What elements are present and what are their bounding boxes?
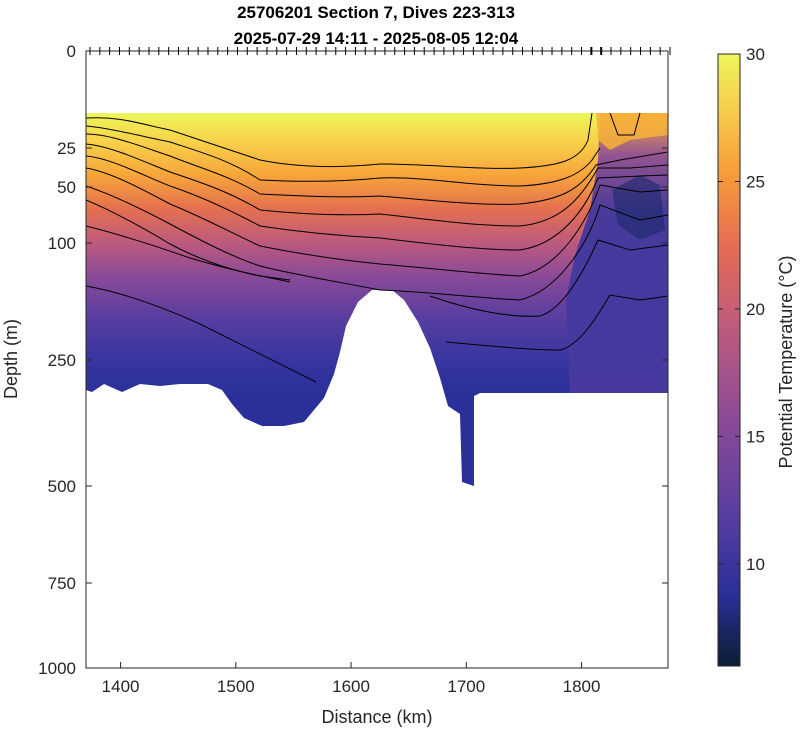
y-tick-label: 100 bbox=[48, 234, 76, 253]
y-tick-label: 1000 bbox=[38, 659, 76, 678]
y-tick-label: 250 bbox=[48, 351, 76, 370]
x-tick-label: 1500 bbox=[217, 677, 255, 696]
y-tick-label: 750 bbox=[48, 574, 76, 593]
y-tick-label: 0 bbox=[67, 42, 76, 61]
x-tick-label: 1600 bbox=[332, 677, 370, 696]
x-tick-label: 1800 bbox=[563, 677, 601, 696]
colorbar-tick-label: 20 bbox=[746, 300, 765, 319]
dive-tick-marks bbox=[89, 47, 671, 55]
x-tick-label: 1700 bbox=[447, 677, 485, 696]
y-tick-label: 25 bbox=[57, 139, 76, 158]
chart-subtitle: 2025-07-29 14:11 - 2025-08-05 12:04 bbox=[234, 29, 519, 48]
x-axis-label: Distance (km) bbox=[321, 707, 432, 727]
section-plot bbox=[86, 112, 668, 486]
colorbar-label: Potential Temperature (°C) bbox=[776, 256, 796, 469]
colorbar bbox=[717, 53, 741, 667]
x-axis: 1400 1500 1600 1700 1800 bbox=[102, 662, 601, 696]
colorbar-tick-label: 10 bbox=[746, 555, 765, 574]
y-tick-label: 500 bbox=[48, 477, 76, 496]
contour-lines bbox=[86, 112, 668, 383]
colorbar-tick-label: 25 bbox=[746, 173, 765, 192]
colorbar-ticks: 10 15 20 25 30 bbox=[718, 45, 765, 574]
chart-title: 25706201 Section 7, Dives 223-313 bbox=[237, 3, 515, 22]
y-axis: 0 25 50 100 250 500 750 1000 bbox=[38, 42, 668, 678]
colorbar-tick-label: 30 bbox=[746, 45, 765, 64]
colorbar-tick-label: 15 bbox=[746, 428, 765, 447]
temperature-field bbox=[86, 113, 668, 486]
right-warm-cap bbox=[596, 113, 668, 150]
x-tick-label: 1400 bbox=[102, 677, 140, 696]
y-axis-label: Depth (m) bbox=[1, 319, 21, 399]
y-tick-label: 50 bbox=[57, 178, 76, 197]
